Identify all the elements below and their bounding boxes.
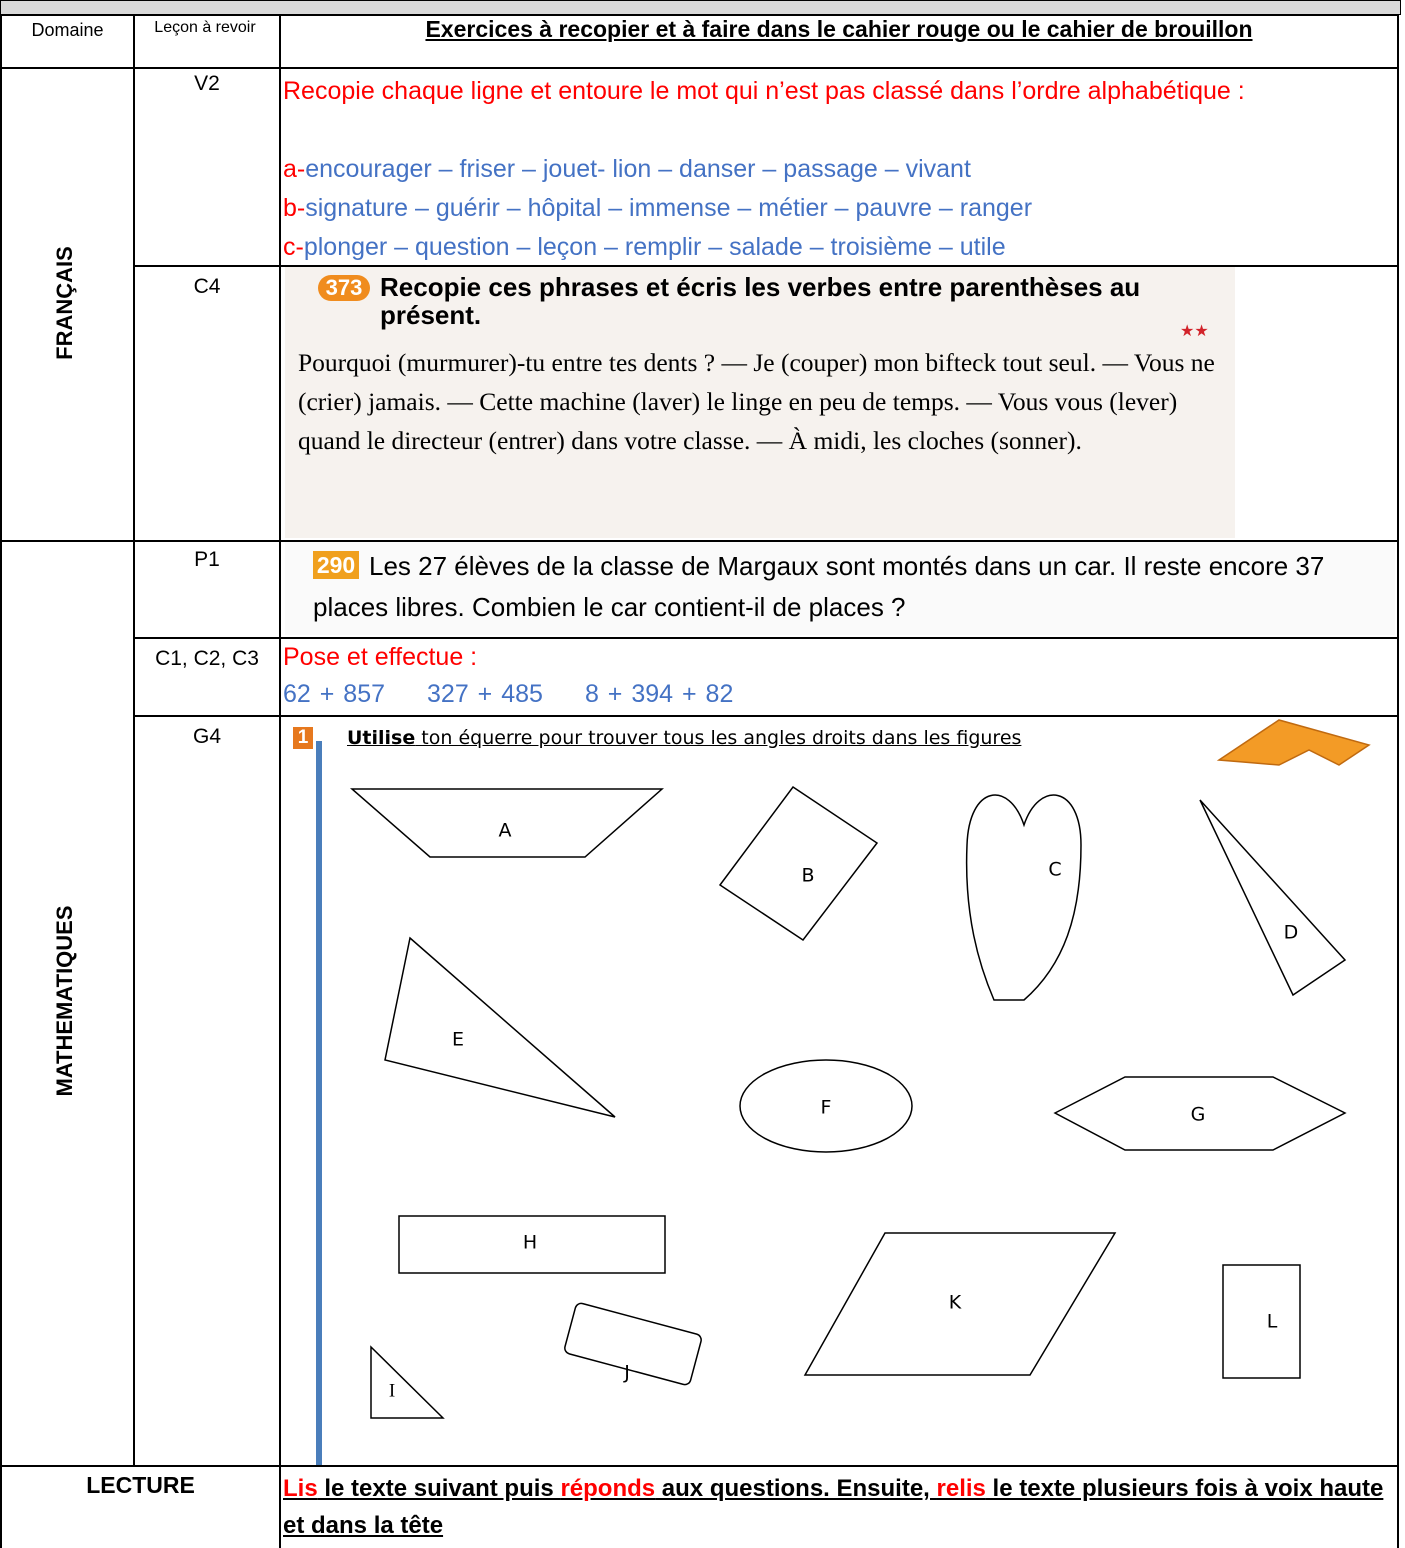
prefix: a- [283,155,306,183]
words: plonger – question – leçon – remplir – s… [303,233,1006,261]
operation: 327 + 485 [427,680,543,708]
exercise-number: 373 [318,275,370,301]
exercise-text: Les 27 élèves de la classe de Margaux so… [313,551,1325,622]
operations: 62 + 857 327 + 485 8 + 394 + 82 [283,680,733,709]
top-bar [0,0,1401,15]
domain-label: FRANÇAIS [52,246,77,360]
figure-label: J [623,1362,630,1384]
figure-label: D [1284,922,1299,944]
instruction: ton équerre pour trouver tous les angles… [415,727,1022,749]
word-lines: a-encourager – friser – jouet- lion – da… [283,150,1032,267]
verb: Utilise [347,727,416,749]
exercise-number: 1 [293,727,313,749]
exercise-title: Recopie ces phrases et écris les verbes … [380,272,1141,330]
instruction: Recopie chaque ligne et entoure le mot q… [283,77,1245,105]
lesson-code: V2 [194,72,220,95]
figure-label: L [1267,1311,1278,1333]
lesson-code: C1, C2, C3 [155,647,259,670]
figure-label: G [1191,1104,1206,1126]
figure-label: I [389,1380,395,1401]
operation: 8 + 394 + 82 [584,680,734,708]
lesson-code: G4 [192,725,221,748]
word-line: a-encourager – friser – jouet- lion – da… [283,150,1032,189]
book-excerpt: 290 Les 27 élèves de la classe de Margau… [285,542,1395,635]
instruction: Lis le texte suivant puis réponds aux qu… [283,1470,1393,1544]
stars: ★★ [1180,323,1209,340]
prefix: b- [283,194,306,222]
header-lesson: Leçon à revoir [154,19,256,36]
word-line: b-signature – guérir – hôpital – immense… [283,189,1032,228]
exercise-number: 290 [313,551,359,579]
figure-label: C [1048,859,1061,881]
figure-label: F [821,1097,832,1119]
figure-label: B [801,865,814,887]
operation: 62 + 857 [283,680,386,708]
figures: A B C D E F G H I J K L [349,719,1371,1419]
figure-label: E [452,1029,464,1051]
side-bar [316,741,322,1465]
domain-label: LECTURE [86,1472,195,1498]
figure-labels: A B C D E F G H I J K L [389,820,1298,1402]
lesson-code: P1 [194,548,220,571]
text: le texte suivant puis [317,1475,561,1502]
words: signature – guérir – hôpital – immense –… [305,194,1033,222]
instruction: Pose et effectue : [283,643,478,671]
figure-label: K [949,1292,962,1314]
figure-label: A [499,820,512,842]
text: le texte plusieurs fois à voix haute et … [283,1475,1384,1539]
prefix: c- [283,233,304,261]
words: encourager – friser – jouet- lion – dans… [305,155,971,183]
header-domain: Domaine [31,20,104,40]
figure-label: H [523,1232,537,1254]
keyword: Lis [283,1475,318,1502]
header-exercises: Exercices à recopier et à faire dans le … [425,16,1253,42]
lesson-code: C4 [193,275,221,298]
keyword: relis [936,1475,986,1502]
text: aux questions. Ensuite, [655,1475,937,1502]
keyword: réponds [560,1475,656,1502]
word-line: c-plonger – question – leçon – remplir –… [283,228,1032,267]
book-excerpt: 373 Recopie ces phrases et écris les ver… [285,267,1235,538]
exercise-text: Pourquoi (murmurer)-tu entre tes dents ?… [298,348,1215,455]
domain-label: MATHEMATIQUES [52,905,77,1097]
exercise-title: Utilise ton équerre pour trouver tous le… [347,727,1021,749]
